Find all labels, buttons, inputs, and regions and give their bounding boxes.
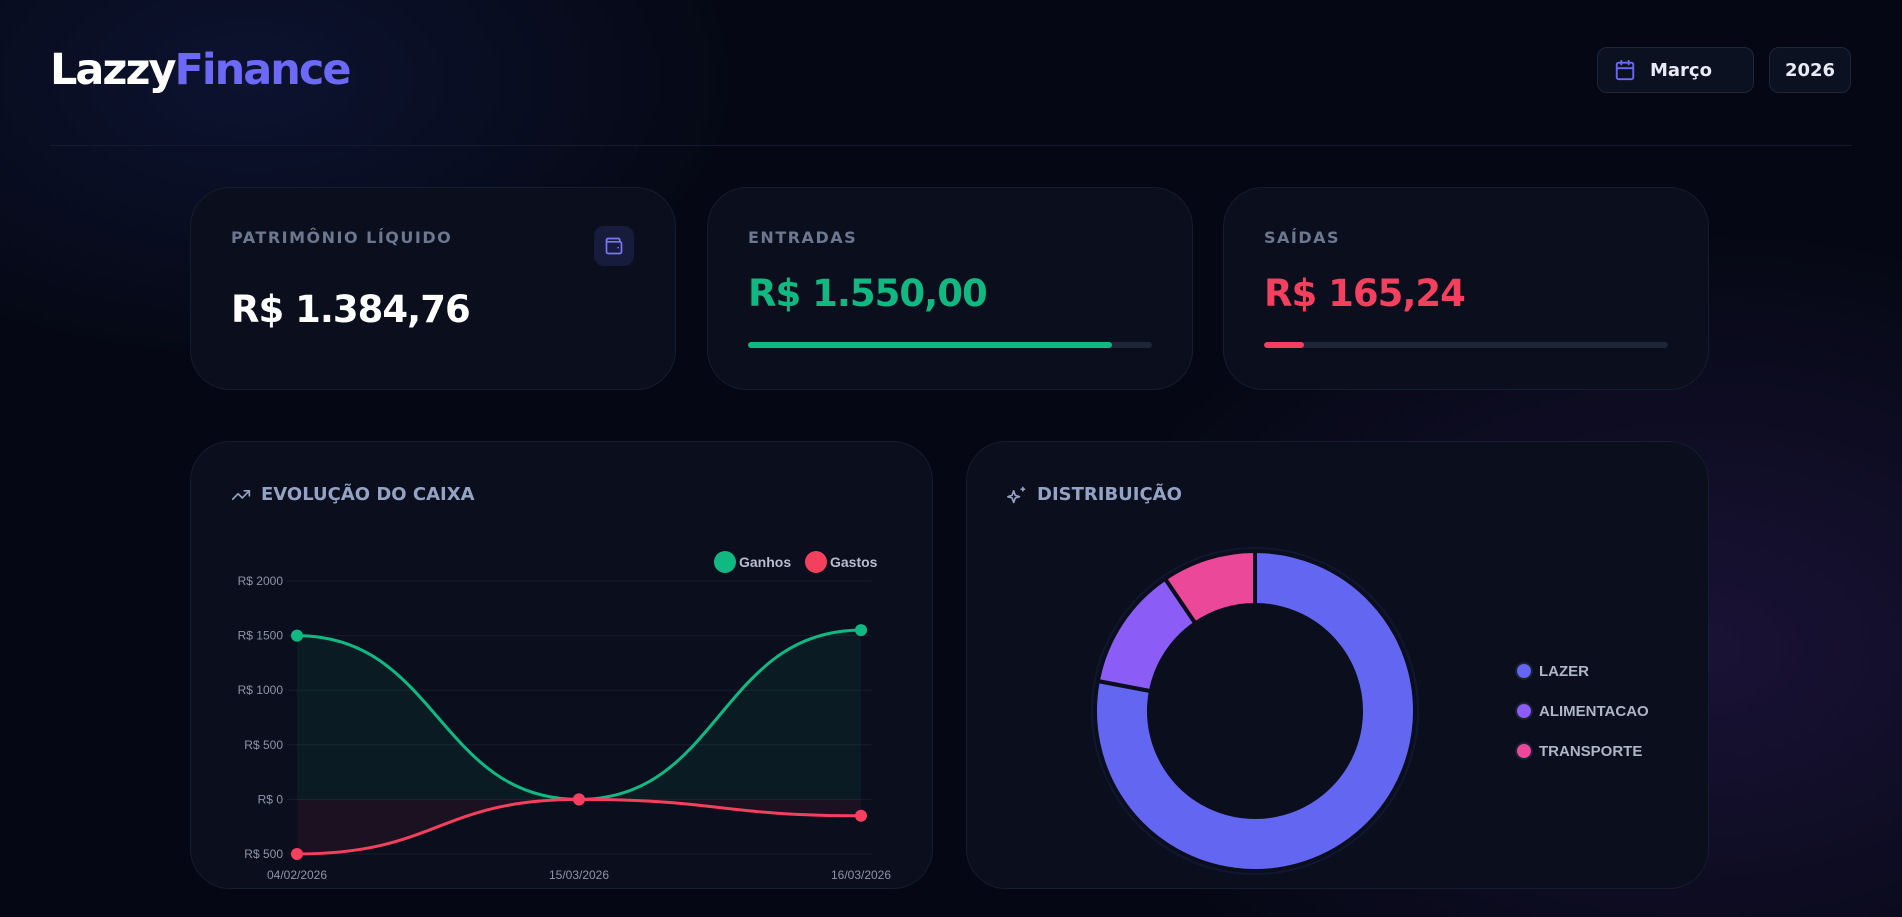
data-point xyxy=(291,629,303,642)
income-progress-fill xyxy=(748,342,1112,348)
income-value: R$ 1.550,00 xyxy=(748,272,988,315)
net-worth-value: R$ 1.384,76 xyxy=(231,288,471,331)
y-tick-label: R$ 500 xyxy=(244,847,283,861)
y-tick-label: R$ 1500 xyxy=(238,629,284,643)
header-divider xyxy=(50,145,1852,146)
x-tick-label: 16/03/2026 xyxy=(831,868,891,882)
wallet-icon-box xyxy=(594,226,634,266)
x-tick-label: 04/02/2026 xyxy=(267,868,327,882)
sparkles-icon xyxy=(1007,486,1026,503)
legend-marker xyxy=(1517,664,1531,678)
wallet-icon xyxy=(605,237,623,255)
cashflow-panel: EVOLUÇÃO DO CAIXA R$ 2000 R$ 1500 R$ 1000 R… xyxy=(190,441,933,889)
net-worth-label: PATRIMÔNIO LÍQUIDO xyxy=(231,228,453,247)
x-tick-label: 15/03/2026 xyxy=(549,868,609,882)
data-point xyxy=(855,624,867,637)
distribution-panel: DISTRIBUIÇÃO LAZER ALIMENTACAO TRANSPORTE xyxy=(966,441,1709,889)
legend-label: Gastos xyxy=(830,554,878,570)
month-selector[interactable]: Março xyxy=(1597,47,1754,93)
logo-text-lazzy: Lazzy xyxy=(50,45,177,95)
legend-label: TRANSPORTE xyxy=(1539,743,1642,760)
trending-up-icon xyxy=(231,489,251,500)
expenses-value: R$ 165,24 xyxy=(1264,272,1466,315)
distribution-donut-chart: LAZER ALIMENTACAO TRANSPORTE xyxy=(1091,547,1649,875)
expenses-card: SAÍDAS R$ 165,24 xyxy=(1223,187,1709,390)
donut-slice xyxy=(1163,549,1257,626)
cashflow-line-chart: R$ 2000 R$ 1500 R$ 1000 R$ 500 R$ 0 R$ 500 04/… xyxy=(238,551,891,882)
legend-marker xyxy=(1517,744,1531,758)
y-tick-label: R$ 2000 xyxy=(238,574,284,588)
legend-marker xyxy=(714,551,736,573)
legend-marker xyxy=(1517,704,1531,718)
year-selector[interactable]: 2026 xyxy=(1769,47,1851,93)
income-card: ENTRADAS R$ 1.550,00 xyxy=(707,187,1193,390)
series-area xyxy=(297,630,861,800)
legend-label: Ganhos xyxy=(739,554,791,570)
legend-label: LAZER xyxy=(1539,663,1589,680)
legend-marker xyxy=(805,551,827,573)
y-tick-label: R$ 1000 xyxy=(238,683,284,697)
income-progress-bar xyxy=(748,342,1152,348)
app-logo: LazzyFinance xyxy=(50,45,352,95)
donut-hole xyxy=(1151,607,1359,815)
data-point xyxy=(855,809,867,822)
distribution-title-text: DISTRIBUIÇÃO xyxy=(1037,484,1182,505)
distribution-title: DISTRIBUIÇÃO xyxy=(1007,484,1182,505)
series-area xyxy=(297,799,861,854)
legend-label: ALIMENTACAO xyxy=(1539,703,1649,720)
year-value: 2026 xyxy=(1784,59,1836,81)
net-worth-card: PATRIMÔNIO LÍQUIDO R$ 1.384,76 xyxy=(190,187,676,390)
expenses-label: SAÍDAS xyxy=(1264,228,1341,247)
cashflow-title: EVOLUÇÃO DO CAIXA xyxy=(231,484,475,505)
data-point xyxy=(573,793,585,806)
expenses-progress-fill xyxy=(1264,342,1305,348)
calendar-icon xyxy=(1615,59,1635,81)
income-label: ENTRADAS xyxy=(748,228,858,247)
donut-slice xyxy=(1093,549,1417,873)
cashflow-title-text: EVOLUÇÃO DO CAIXA xyxy=(261,484,475,505)
month-value: Março xyxy=(1650,59,1712,81)
logo-text-finance: Finance xyxy=(174,45,352,95)
y-tick-label: R$ 500 xyxy=(244,738,283,752)
y-tick-label: R$ 0 xyxy=(258,792,284,806)
expenses-progress-bar xyxy=(1264,342,1668,348)
data-point xyxy=(291,848,303,860)
